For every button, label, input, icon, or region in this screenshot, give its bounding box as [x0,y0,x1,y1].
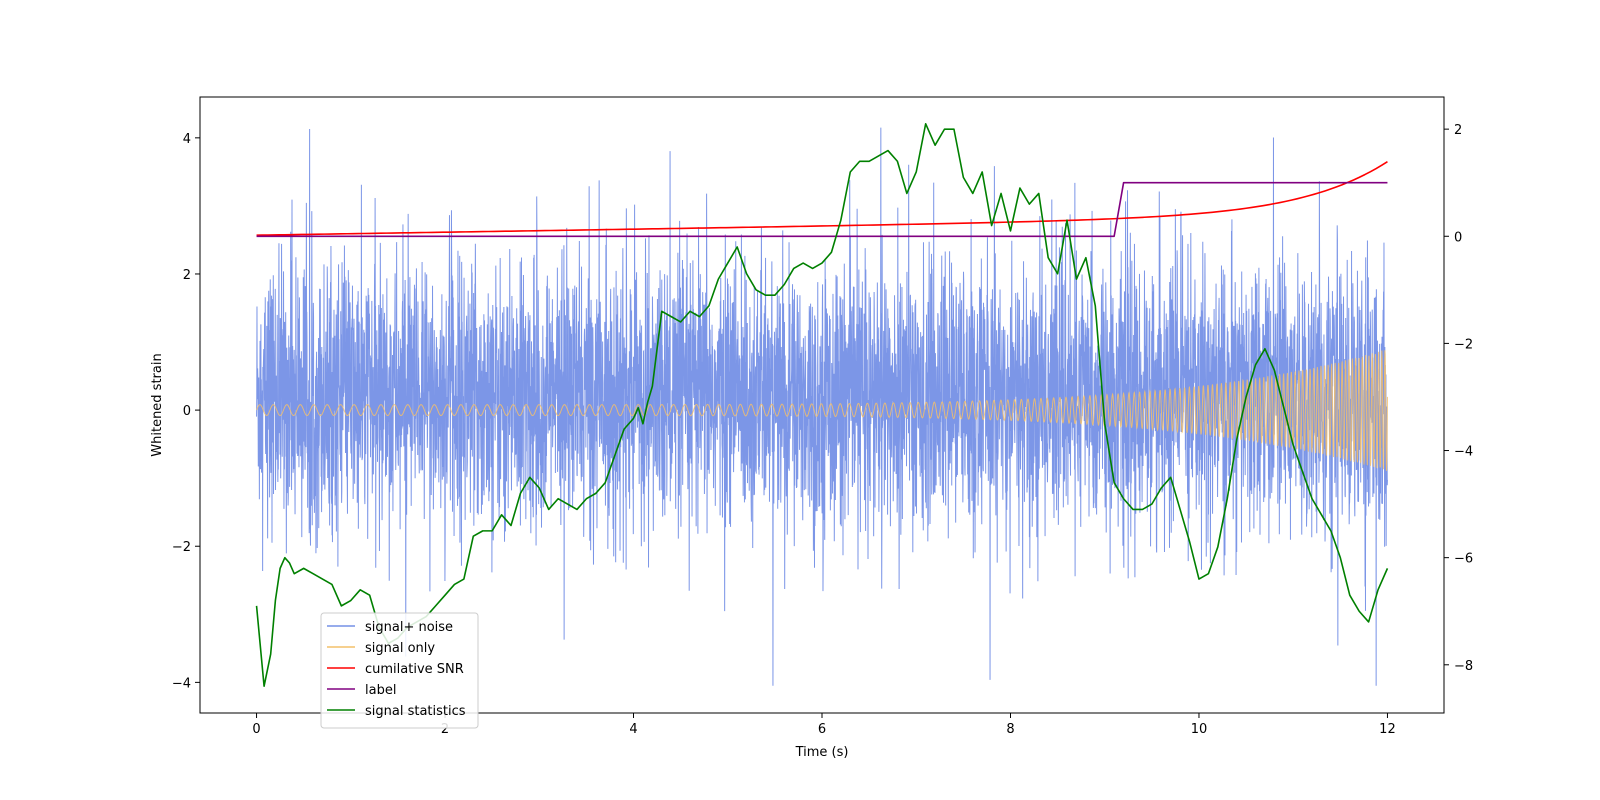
x-tick-label: 10 [1191,722,1208,737]
legend-label-signal-statistics: signal statistics [365,704,466,719]
y-right-tick-label: −8 [1454,659,1473,674]
x-tick-label: 0 [252,722,260,737]
legend: signal+ noise signal only cumilative SNR la… [320,612,479,729]
y-tick-label: 4 [183,132,191,147]
y-tick-label: 0 [183,404,191,419]
y-axis-label: Whitened strain [150,353,165,456]
legend-box [320,612,479,729]
y-right-tick-label: −2 [1454,337,1473,352]
y-right-tick-label: −4 [1454,445,1473,460]
series-signal-noise-line [256,127,1388,686]
y-tick-label: −4 [172,676,191,691]
series-layer [255,122,1389,688]
y-tick-label: −2 [172,540,191,555]
y-tick-label: 2 [183,268,191,283]
x-tick-label: 8 [1006,722,1014,737]
series-cumulative-snr-line [256,160,1388,236]
legend-label-signal-only: signal only [365,641,435,656]
series-label-line [256,181,1388,238]
legend-label-label: label [365,683,396,698]
legend-label-signal-noise: signal+ noise [365,620,453,635]
x-tick-label: 12 [1379,722,1396,737]
legend-label-cumulative-snr: cumilative SNR [365,662,464,677]
ticks-layer: 0 2 4 6 8 10 12 −4 −2 0 2 4 −8 −6 −4 −2 0 2 [172,123,1473,737]
x-tick-label: 4 [629,722,637,737]
y-right-tick-label: 2 [1454,123,1462,138]
y-right-tick-label: −6 [1454,552,1473,567]
x-tick-label: 2 [441,722,449,737]
x-tick-label: 6 [818,722,826,737]
y-right-tick-label: 0 [1454,230,1462,245]
x-axis-label: Time (s) [795,745,849,760]
series-signal-only-line [256,350,1388,471]
